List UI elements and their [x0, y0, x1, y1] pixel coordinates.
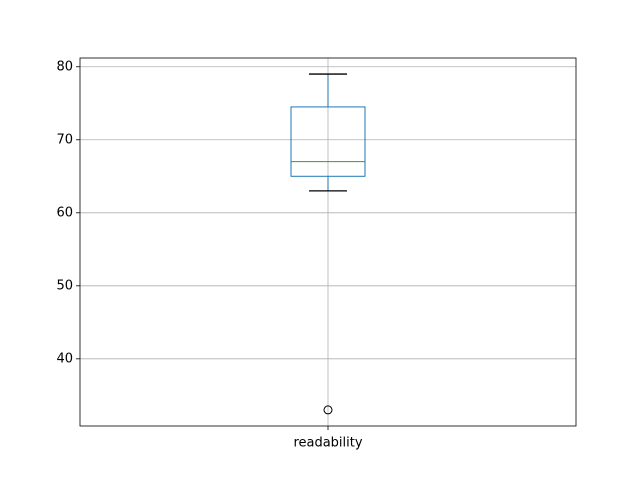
plot-frame: [79, 57, 577, 427]
box: [290, 106, 366, 177]
x-tick-label: readability: [293, 436, 362, 451]
y-tick-label: 80: [56, 59, 73, 74]
y-tick-label: 70: [56, 132, 73, 147]
y-tick-label: 60: [56, 205, 73, 220]
flier: [323, 405, 333, 415]
y-tick-label: 50: [56, 278, 73, 293]
y-tick-label: 40: [56, 351, 73, 366]
